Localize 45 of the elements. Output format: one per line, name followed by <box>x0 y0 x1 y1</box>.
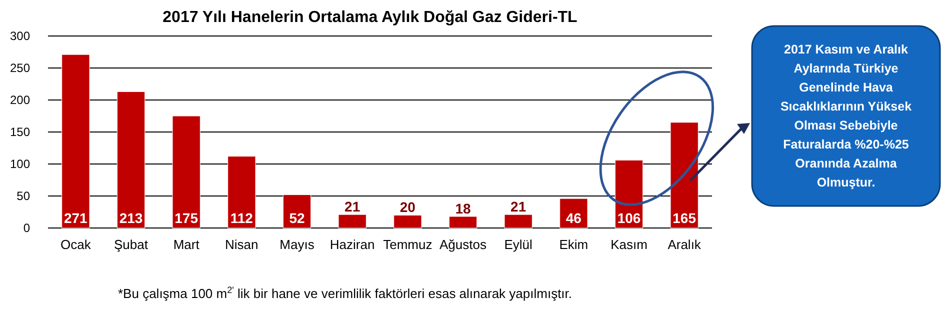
x-tick-label: Ekim <box>559 237 588 252</box>
x-tick-label: Eylül <box>504 237 533 252</box>
bar <box>504 214 532 228</box>
data-label: 271 <box>64 210 88 226</box>
data-label: 21 <box>344 198 360 215</box>
text: *Bu çalışma 100 m$^{2'}$ lik bir hane ve verimlilik faktörleri esas alınarak yapılmıştır. <box>118 285 572 301</box>
bar <box>448 216 478 228</box>
bar <box>116 91 146 228</box>
x-tick-label: Nisan <box>225 237 258 252</box>
data-label: 20 <box>400 199 416 216</box>
data-label: 18 <box>455 200 471 216</box>
bar <box>282 194 312 228</box>
data-label: 52 <box>289 210 305 226</box>
bar <box>394 214 422 228</box>
y-tick-label: 150 <box>10 125 30 139</box>
x-tick-label: Kasım <box>610 237 648 252</box>
y-tick-label: 300 <box>10 29 30 43</box>
data-label: 21 <box>510 198 526 215</box>
data-label: 165 <box>672 210 696 226</box>
data-label: 106 <box>617 210 641 226</box>
y-tick-label: 200 <box>10 93 30 107</box>
y-tick-label: 0 <box>23 221 30 235</box>
x-tick-label: Ocak <box>60 237 92 252</box>
bar <box>172 116 200 228</box>
data-label: 46 <box>566 210 582 226</box>
x-tick-label: Aralık <box>668 237 702 252</box>
y-tick-label: 250 <box>10 61 30 75</box>
x-tick-label: Şubat <box>114 237 148 252</box>
x-tick-label: Temmuz <box>383 237 432 252</box>
x-tick-label: Ağustos <box>440 237 487 252</box>
data-label: 213 <box>119 210 143 226</box>
y-tick-label: 50 <box>16 189 30 203</box>
data-label: 175 <box>174 210 198 226</box>
y-tick-label: 100 <box>10 157 30 171</box>
bar <box>670 122 698 228</box>
x-tick-label: Mayıs <box>280 237 315 252</box>
chart-title: 2017 Yılı Hanelerin Ortalama Aylık Doğal Gaz Gideri-TL <box>162 9 578 26</box>
bar <box>338 214 366 228</box>
data-label: 112 <box>230 210 254 226</box>
bar <box>228 156 256 228</box>
text: 2017 Kasım ve Aralık Aylarında Türkiye Genelinde Hava Sıcaklıklarının Yüksek Olması Sebebiyle Faturalarda %20-%25 Oranında Azalma Olmuştur. <box>780 42 912 190</box>
x-tick-label: Haziran <box>330 237 375 252</box>
bar <box>560 198 588 228</box>
x-tick-label: Mart <box>173 237 200 252</box>
bar <box>62 54 90 228</box>
